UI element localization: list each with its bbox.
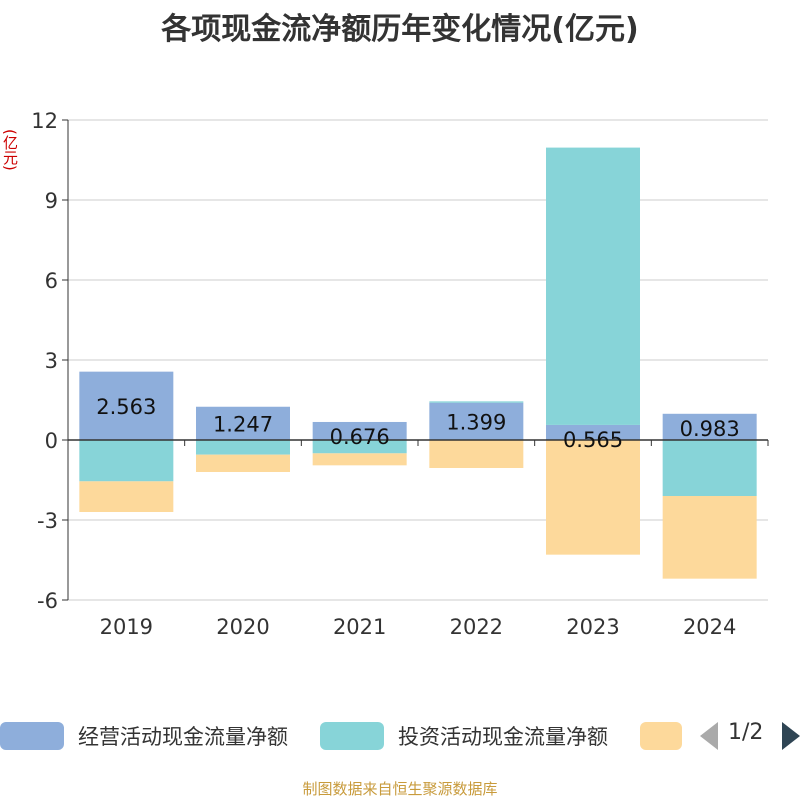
axis-layer: -6 -3 0 3 6 9 12 2019 2020 2021 2022 2023 2024	[31, 109, 769, 639]
bar-series2-2022	[429, 440, 524, 468]
bar-series0-2019	[79, 371, 174, 440]
x-tick-label-2021: 2021	[333, 615, 386, 639]
x-tick-label-2020: 2020	[216, 615, 269, 639]
y-tick-label: -3	[37, 509, 58, 533]
bar-series2-2021	[312, 453, 407, 466]
data-label-2020: 1.247	[213, 412, 273, 436]
legend-label-operating: 经营活动现金流量净额	[78, 725, 288, 749]
y-tick-label: 0	[45, 429, 58, 453]
x-tick-label-2022: 2022	[450, 615, 503, 639]
label-layer: 2.563 1.247 0.676 1.399 0.565 0.983	[96, 395, 739, 452]
bar-series1-2020	[196, 440, 290, 455]
y-tick-label: 3	[45, 349, 58, 373]
y-tick-label: 9	[45, 189, 58, 213]
bar-series1-2019	[79, 440, 174, 482]
bar-series0-2021	[312, 421, 407, 440]
x-tick-label-2024: 2024	[683, 615, 736, 639]
x-tick-label-2019: 2019	[100, 615, 153, 639]
data-label-2022: 1.399	[446, 410, 506, 434]
grid-layer	[68, 119, 768, 601]
legend-swatch-financing	[640, 722, 682, 750]
bar-series0-2024	[662, 413, 757, 440]
legend-page-indicator: 1/2	[728, 720, 764, 745]
bar-series2-2020	[196, 454, 290, 472]
legend: 经营活动现金流量净额 投资活动现金流量净额 1/2	[0, 716, 800, 756]
legend-prev-page-icon[interactable]	[700, 722, 718, 750]
legend-swatch-operating	[0, 722, 64, 750]
data-source-note: 制图数据来自恒生聚源数据库	[302, 780, 498, 798]
legend-next-page-icon[interactable]	[782, 722, 800, 750]
y-tick-label: 6	[45, 269, 58, 293]
y-axis-unit: (亿元)	[1, 129, 19, 171]
x-tick-label-2023: 2023	[566, 615, 619, 639]
data-label-2024: 0.983	[680, 417, 740, 441]
bar-series1-2022	[429, 401, 524, 403]
data-label-2019: 2.563	[96, 395, 156, 419]
bar-series1-2024	[662, 440, 757, 496]
legend-item-financing[interactable]	[640, 716, 696, 756]
bar-series0-2022	[429, 402, 524, 440]
y-tick-label: -6	[37, 589, 58, 613]
bar-series2-2024	[662, 496, 757, 579]
data-label-2023: 0.565	[563, 428, 623, 452]
bar-series0-2020	[196, 406, 290, 440]
chart-plot: -6 -3 0 3 6 9 12 2019 2020 2021 2022 2023 2024 2.563…	[31, 109, 769, 639]
legend-swatch-investing	[320, 722, 384, 750]
legend-label-investing: 投资活动现金流量净额	[398, 725, 608, 749]
bar-series2-2023	[546, 440, 640, 555]
bar-series0-2023	[546, 424, 640, 440]
bar-series1-2021	[312, 440, 407, 454]
bar-series1-2023	[546, 147, 640, 425]
y-tick-label: 12	[31, 109, 58, 133]
bar-series2-2019	[79, 481, 174, 512]
chart-title: 各项现金流净额历年变化情况(亿元)	[161, 12, 639, 47]
data-label-2021: 0.676	[330, 425, 390, 449]
bar-layer	[79, 147, 757, 579]
legend-item-operating[interactable]: 经营活动现金流量净额	[0, 716, 288, 756]
legend-item-investing[interactable]: 投资活动现金流量净额	[320, 716, 608, 756]
